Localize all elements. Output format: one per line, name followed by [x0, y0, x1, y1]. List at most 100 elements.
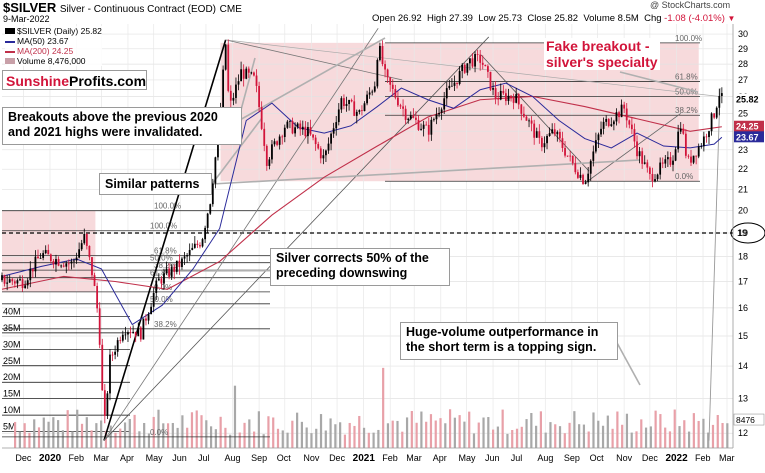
volume-bar [511, 430, 514, 448]
candle-body [183, 256, 186, 259]
volume-bar [539, 411, 542, 448]
candle-body [384, 64, 386, 70]
candle-body [62, 265, 65, 267]
candle-body [39, 257, 42, 259]
candle-body [101, 344, 104, 391]
price-tick-15: 15 [738, 331, 748, 341]
candle-body [242, 69, 245, 79]
similar-patterns-text: Similar patterns [105, 177, 200, 191]
volume-bar [243, 422, 246, 448]
candle-body [152, 293, 155, 307]
volume-bar [296, 412, 299, 448]
x-tick-Apr-4: Apr [120, 453, 134, 463]
candle-body [106, 393, 109, 416]
fib-label-a-4: 38.2% [154, 261, 177, 270]
legend-volume-label: Volume 8,476,000 [17, 56, 86, 66]
last-price-label: 25.82 [736, 94, 759, 104]
candle-body [481, 62, 484, 65]
candle-body [371, 91, 374, 93]
fib-label-a-6: 0.0% [154, 283, 172, 292]
volume-bar [382, 367, 385, 448]
volume-bar [405, 417, 409, 448]
trendline-2 [103, 28, 379, 441]
volume-bar [272, 417, 275, 448]
volume-bar [702, 418, 705, 448]
volume-bar [692, 413, 695, 448]
volume-bar [162, 423, 165, 448]
candle-body [85, 234, 88, 246]
price-tick-14: 14 [738, 361, 748, 371]
candle-body [142, 318, 145, 340]
candle-body [594, 140, 597, 152]
candle-body [404, 108, 407, 120]
volume-tick-25M: 25M [3, 356, 21, 366]
volume-bar [200, 415, 203, 448]
fib-label-a-2: 61.8% [154, 246, 177, 255]
candle-body [345, 104, 348, 106]
candle-body [533, 123, 536, 138]
volume-bar [597, 420, 600, 448]
candle-body [227, 44, 230, 91]
x-tick-Oct-22: Oct [590, 453, 605, 463]
fib-label-b-0: 100.0% [675, 34, 702, 43]
candle-body [317, 144, 320, 149]
volume-bar [429, 414, 433, 448]
volume-bar [358, 415, 361, 448]
candle-body [397, 97, 399, 106]
open-value: 26.92 [397, 13, 422, 24]
price-tick-25: 25 [738, 108, 748, 118]
candle-body [438, 113, 440, 115]
ma50-axis-label-bg [734, 131, 764, 143]
candle-body [443, 98, 446, 110]
volume-bar [487, 417, 490, 448]
volume-bar [219, 416, 222, 448]
candle-body [379, 46, 381, 60]
pointer-line-3 [211, 159, 641, 185]
legend-volume-swatch [5, 58, 15, 64]
candle-body [232, 97, 235, 101]
candle-body [451, 85, 453, 87]
volume-bar [138, 431, 141, 448]
candle-body [24, 285, 27, 289]
volume-bar [673, 409, 676, 448]
volume-bar [582, 424, 586, 448]
volume-bar [18, 431, 21, 448]
candle-body [175, 260, 178, 272]
candle-body [556, 131, 559, 135]
volume-bar [563, 433, 566, 448]
x-tick-Feb-14: Feb [382, 453, 398, 463]
candle-body [70, 261, 73, 264]
volume-bar [315, 428, 318, 448]
x-tick-Jul-7: Jul [198, 453, 210, 463]
candle-body [553, 129, 556, 135]
candle-body [505, 93, 507, 102]
fib-label-a-1: 100.0% [150, 222, 177, 231]
candle-body [363, 103, 366, 112]
candle-body [337, 109, 340, 123]
candle-body [358, 110, 361, 112]
candle-body [543, 143, 546, 148]
candle-body [181, 258, 183, 268]
volume-bar [396, 420, 399, 448]
candle-body [576, 172, 579, 178]
chart-date: 9-Mar-2022 [3, 14, 50, 24]
candle-body [299, 123, 302, 130]
candle-body [566, 155, 569, 157]
breakouts-line1: Breakouts above the previous 2020 [8, 110, 218, 124]
brand-part2: Profits.com [69, 73, 147, 89]
volume-bar [377, 429, 380, 448]
volume-bar [23, 423, 26, 448]
candle-body [350, 99, 353, 102]
volume-bar [496, 426, 499, 448]
volume-bar [544, 432, 547, 448]
corrects-line1: Silver corrects 50% of the [276, 251, 429, 265]
down-arrow-icon: ▼ [727, 14, 736, 23]
candle-body [44, 249, 47, 254]
candle-body [376, 59, 379, 87]
candle-body [520, 104, 523, 114]
volume-bar [367, 432, 370, 448]
candle-body [16, 280, 19, 284]
volume-bar [386, 423, 390, 448]
candle-body [88, 245, 91, 258]
candle-body [525, 116, 528, 121]
